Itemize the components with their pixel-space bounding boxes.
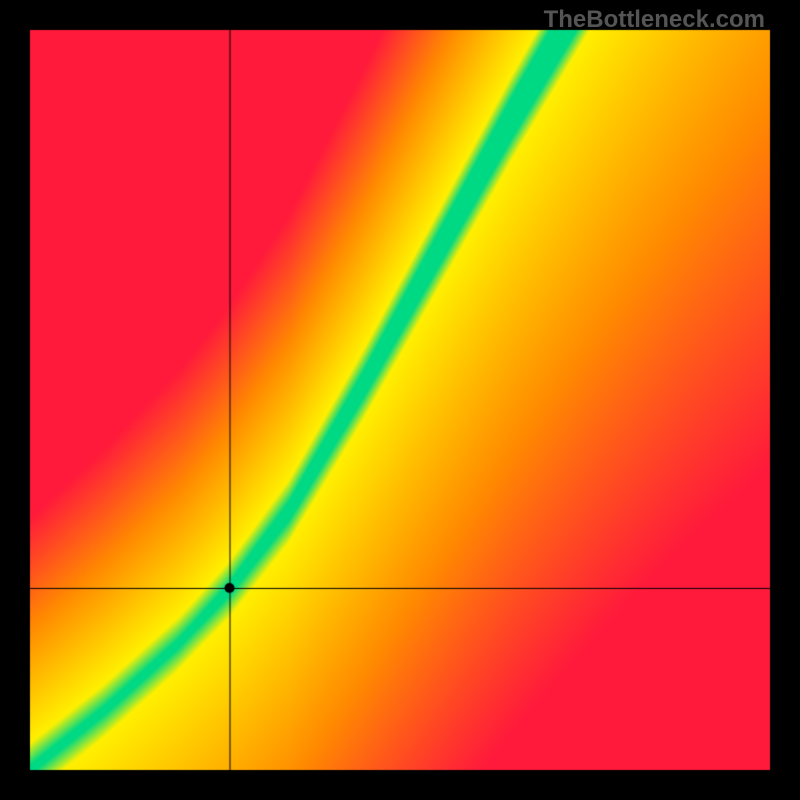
chart-container: TheBottleneck.com	[0, 0, 800, 800]
heatmap-canvas	[0, 0, 800, 800]
watermark-text: TheBottleneck.com	[544, 6, 765, 34]
